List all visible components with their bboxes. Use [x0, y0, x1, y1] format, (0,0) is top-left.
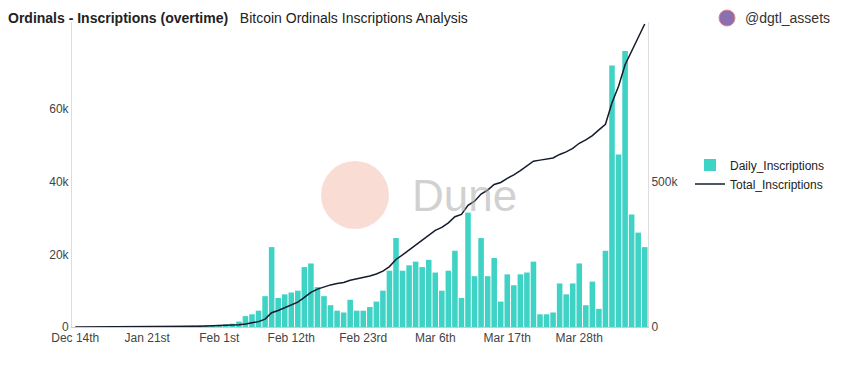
svg-text:40k: 40k [49, 175, 69, 189]
svg-text:@dgtl_assets: @dgtl_assets [745, 10, 830, 26]
svg-text:0: 0 [651, 320, 658, 334]
svg-text:Feb 1st: Feb 1st [199, 331, 240, 345]
svg-text:Mar 28th: Mar 28th [556, 331, 603, 345]
svg-text:Daily_Inscriptions: Daily_Inscriptions [730, 159, 824, 173]
svg-text:Total_Inscriptions: Total_Inscriptions [730, 178, 823, 192]
svg-text:Feb 12th: Feb 12th [268, 331, 315, 345]
svg-text:0: 0 [62, 320, 69, 334]
svg-text:Ordinals - Inscriptions (overt: Ordinals - Inscriptions (overtime) Bitco… [8, 10, 468, 26]
svg-text:Dec 14th: Dec 14th [51, 331, 99, 345]
svg-text:60k: 60k [49, 102, 69, 116]
svg-text:500k: 500k [651, 175, 678, 189]
svg-text:Mar 17th: Mar 17th [484, 331, 531, 345]
svg-text:20k: 20k [49, 248, 69, 262]
svg-text:Dune: Dune [412, 171, 517, 220]
svg-text:Mar 6th: Mar 6th [415, 331, 456, 345]
svg-text:Feb 23rd: Feb 23rd [339, 331, 387, 345]
svg-text:Jan 21st: Jan 21st [125, 331, 171, 345]
